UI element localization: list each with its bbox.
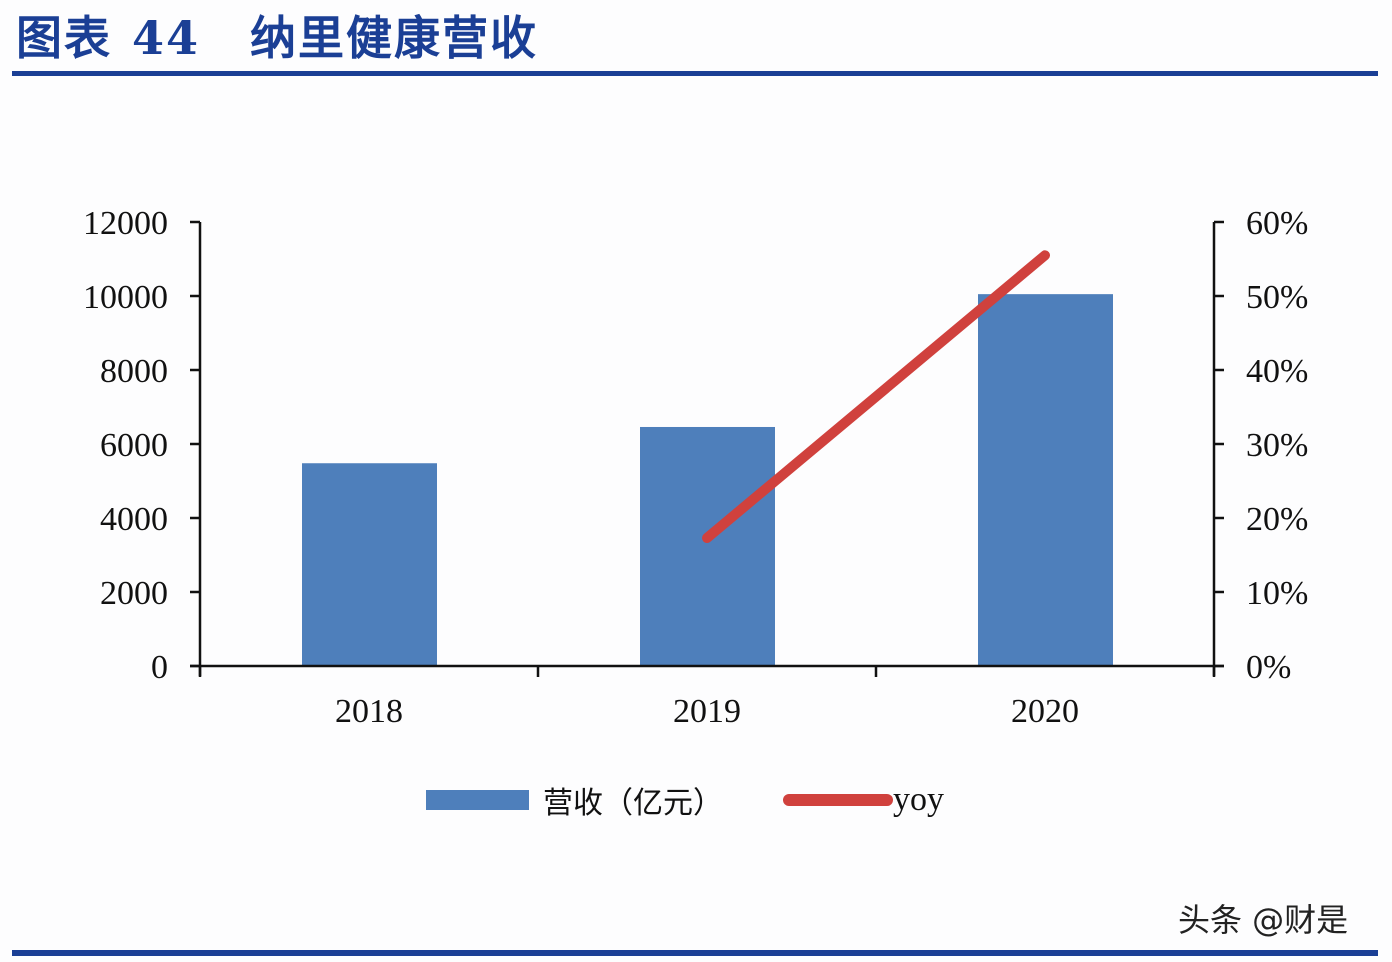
bar-2018 <box>302 463 437 666</box>
legend: 营收（亿元） yoy <box>426 778 944 822</box>
right-tick-label: 10% <box>1246 575 1308 612</box>
right-tick-label: 60% <box>1246 205 1308 242</box>
figure-title: 图表 44 纳里健康营收 <box>16 2 538 68</box>
legend-bar-label: 营收（亿元） <box>543 786 723 821</box>
legend-line-label: yoy <box>893 781 944 818</box>
figure-number: 44 <box>132 11 201 65</box>
figure-label: 图表 <box>16 11 112 65</box>
x-tick-label: 2018 <box>335 693 403 730</box>
x-tick-label: 2020 <box>1011 693 1079 730</box>
chart-title: 纳里健康营收 <box>250 11 539 65</box>
left-tick-label: 4000 <box>100 501 168 538</box>
legend-bar-swatch <box>426 790 529 810</box>
bar-2019 <box>640 426 775 666</box>
yoy-line <box>702 250 1050 543</box>
left-tick-label: 12000 <box>83 205 168 242</box>
right-tick-label: 0% <box>1246 649 1291 686</box>
bar-2020 <box>978 294 1113 666</box>
left-tick-label: 6000 <box>100 427 168 464</box>
watermark: 头条 @财是 <box>1178 901 1349 939</box>
left-tick-label: 10000 <box>83 279 168 316</box>
top-rule <box>12 71 1378 76</box>
left-tick-label: 2000 <box>100 575 168 612</box>
x-tick-label: 2019 <box>673 693 741 730</box>
left-tick-label: 0 <box>151 649 168 686</box>
right-tick-label: 20% <box>1246 501 1308 538</box>
left-tick-label: 8000 <box>100 353 168 390</box>
right-tick-label: 30% <box>1246 427 1308 464</box>
right-tick-label: 50% <box>1246 279 1308 316</box>
right-tick-label: 40% <box>1246 353 1308 390</box>
legend-line-swatch <box>783 794 893 806</box>
bottom-rule <box>12 950 1378 956</box>
